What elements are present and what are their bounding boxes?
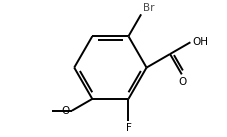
Text: O: O <box>178 77 186 87</box>
Text: O: O <box>61 106 69 116</box>
Text: OH: OH <box>191 37 207 47</box>
Text: F: F <box>125 123 131 133</box>
Text: Br: Br <box>142 3 153 13</box>
